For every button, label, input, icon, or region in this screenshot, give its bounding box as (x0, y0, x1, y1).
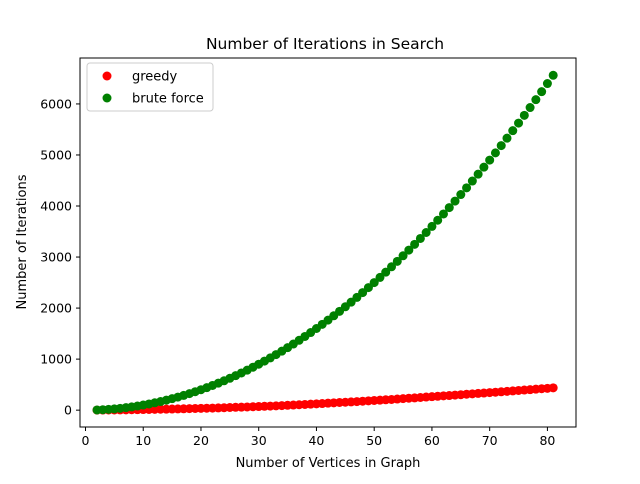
data-points (92, 70, 558, 415)
legend-marker-greedy (102, 71, 112, 81)
y-axis-ticks: 0 1000 2000 3000 4000 5000 6000 (40, 96, 80, 418)
x-tick-label: 50 (366, 433, 382, 448)
point-brute-force (392, 256, 402, 266)
y-tick-label: 3000 (40, 250, 72, 265)
point-brute-force (467, 176, 477, 186)
x-tick-label: 70 (482, 433, 498, 448)
y-tick-label: 5000 (40, 147, 72, 162)
x-axis-ticks: 0 10 20 30 40 50 60 70 80 (82, 427, 555, 448)
point-brute-force (496, 141, 506, 151)
chart-title: Number of Iterations in Search (206, 35, 444, 53)
legend-marker-brute-force (102, 93, 112, 103)
point-brute-force (473, 169, 483, 179)
y-tick-label: 1000 (40, 352, 72, 367)
point-greedy (548, 383, 558, 393)
point-brute-force (485, 155, 495, 165)
point-brute-force (404, 245, 414, 255)
point-brute-force (502, 133, 512, 143)
point-brute-force (438, 209, 448, 219)
y-tick-label: 2000 (40, 301, 72, 316)
x-tick-label: 20 (193, 433, 209, 448)
legend: greedy brute force (86, 62, 214, 112)
point-brute-force (548, 70, 558, 80)
legend-label-brute-force: brute force (132, 92, 204, 107)
point-brute-force (381, 267, 391, 277)
y-tick-label: 4000 (40, 199, 72, 214)
point-brute-force (525, 103, 535, 113)
legend-label-greedy: greedy (132, 70, 178, 85)
point-brute-force (450, 196, 460, 206)
point-brute-force (531, 95, 541, 105)
point-brute-force (410, 239, 420, 249)
y-axis-label: Number of Iterations (15, 174, 30, 309)
point-brute-force (363, 283, 373, 293)
x-tick-label: 60 (424, 433, 440, 448)
point-brute-force (387, 262, 397, 272)
x-tick-label: 10 (135, 433, 151, 448)
plot-frame (79, 57, 577, 428)
x-tick-label: 80 (539, 433, 555, 448)
y-tick-label: 0 (64, 403, 72, 418)
point-brute-force (375, 272, 385, 282)
x-tick-label: 30 (251, 433, 267, 448)
point-brute-force (490, 148, 500, 158)
point-brute-force (433, 215, 443, 225)
point-brute-force (508, 126, 518, 136)
point-brute-force (421, 227, 431, 237)
x-axis-label: Number of Vertices in Graph (236, 456, 421, 471)
point-brute-force (427, 221, 437, 231)
x-tick-label: 40 (308, 433, 324, 448)
point-brute-force (444, 203, 454, 213)
point-brute-force (398, 251, 408, 261)
point-brute-force (537, 87, 547, 97)
point-brute-force (519, 110, 529, 120)
legend-box (86, 62, 214, 112)
point-brute-force (514, 118, 524, 128)
point-brute-force (369, 278, 379, 288)
point-brute-force (415, 233, 425, 243)
x-tick-label: 0 (82, 433, 90, 448)
y-tick-label: 6000 (40, 96, 72, 111)
point-brute-force (462, 183, 472, 193)
point-brute-force (542, 79, 552, 89)
point-brute-force (456, 190, 466, 200)
point-brute-force (479, 162, 489, 172)
